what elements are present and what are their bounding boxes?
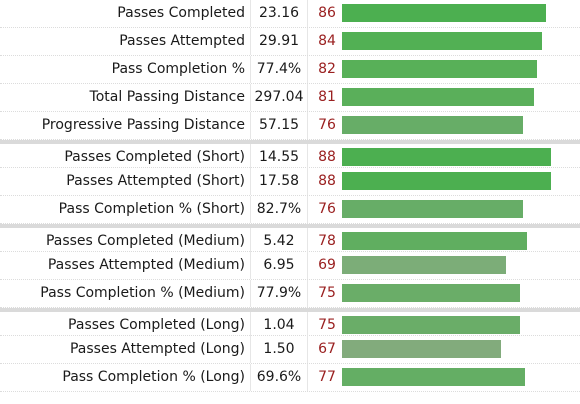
stat-label: Passes Completed (Short) [64,149,245,165]
percentile-bar [342,116,523,134]
percentile-bar-track [342,368,580,386]
stat-label: Passes Attempted (Short) [66,173,245,189]
stat-label: Progressive Passing Distance [41,117,245,133]
percentile-bar-track [342,256,580,274]
stat-value: 57.15 [250,112,308,139]
stat-value: 1.50 [250,336,308,363]
stat-row: Passes Attempted (Medium) 6.95 69 [0,252,580,280]
stat-percentile: 75 [318,317,336,333]
stat-label: Passes Attempted [119,33,245,49]
percentile-bar-track [342,88,580,106]
stat-percentile: 76 [318,117,336,133]
percentile-bar [342,32,542,50]
stat-label: Passes Attempted (Long) [69,341,245,357]
percentile-bar [342,60,537,78]
percentile-bar [342,88,534,106]
stat-value: 82.7% [250,196,308,223]
stat-row: Progressive Passing Distance 57.15 76 [0,112,580,140]
percentile-bar [342,340,501,358]
percentile-bar [342,200,523,218]
percentile-bar [342,316,520,334]
stat-row: Pass Completion % (Medium) 77.9% 75 [0,280,580,308]
stat-value: 5.42 [250,228,308,255]
percentile-bar-track [342,60,580,78]
stat-percentile: 82 [318,61,336,77]
stat-percentile: 69 [318,257,336,273]
percentile-bar [342,172,551,190]
stat-label: Pass Completion % (Medium) [40,285,245,301]
stat-row: Passes Completed (Medium) 5.42 78 [0,224,580,255]
stat-label: Pass Completion % [111,61,245,77]
stat-percentile: 88 [318,173,336,189]
stat-row: Total Passing Distance 297.04 81 [0,84,580,112]
stat-row: Pass Completion % 77.4% 82 [0,56,580,84]
percentile-bar-track [342,316,580,334]
percentile-bar [342,284,520,302]
stat-value: 17.58 [250,168,308,195]
percentile-bar [342,148,551,166]
stat-label: Passes Completed (Long) [68,317,245,333]
stat-percentile: 81 [318,89,336,105]
stat-row: Pass Completion % (Short) 82.7% 76 [0,196,580,224]
stat-value: 23.16 [250,0,308,27]
percentile-bar-track [342,32,580,50]
stat-percentile: 84 [318,33,336,49]
stat-percentile: 86 [318,5,336,21]
percentile-bar-track [342,200,580,218]
percentile-bar-track [342,232,580,250]
stat-label: Pass Completion % (Short) [58,201,245,217]
stat-percentile: 78 [318,233,336,249]
stat-row: Pass Completion % (Long) 69.6% 77 [0,364,580,392]
percentile-bar [342,368,525,386]
stat-label: Passes Completed (Medium) [45,233,245,249]
percentile-bar-track [342,116,580,134]
stat-value: 297.04 [250,84,308,111]
stat-value: 6.95 [250,252,308,279]
stat-percentile: 77 [318,369,336,385]
stat-percentile: 88 [318,149,336,165]
stat-row: Passes Attempted (Long) 1.50 67 [0,336,580,364]
stat-value: 77.4% [250,56,308,83]
stat-label: Passes Completed [117,5,245,21]
stat-row: Passes Attempted 29.91 84 [0,28,580,56]
percentile-bar [342,232,527,250]
passing-stats-table: Passes Completed 23.16 86 Passes Attempt… [0,0,580,392]
stat-row: Passes Attempted (Short) 17.58 88 [0,168,580,196]
percentile-bar-track [342,148,580,166]
stat-percentile: 75 [318,285,336,301]
stat-label: Total Passing Distance [89,89,245,105]
percentile-bar-track [342,172,580,190]
stat-label: Passes Attempted (Medium) [47,257,245,273]
stat-row: Passes Completed 23.16 86 [0,0,580,28]
stat-row: Passes Completed (Short) 14.55 88 [0,140,580,171]
stat-value: 14.55 [250,144,308,171]
percentile-bar-track [342,284,580,302]
stat-percentile: 67 [318,341,336,357]
stat-row: Passes Completed (Long) 1.04 75 [0,308,580,339]
percentile-bar [342,4,546,22]
stat-value: 69.6% [250,364,308,391]
stat-percentile: 76 [318,201,336,217]
stat-value: 77.9% [250,280,308,307]
stat-value: 1.04 [250,312,308,339]
stat-label: Pass Completion % (Long) [62,369,245,385]
percentile-bar-track [342,4,580,22]
percentile-bar [342,256,506,274]
stat-value: 29.91 [250,28,308,55]
percentile-bar-track [342,340,580,358]
